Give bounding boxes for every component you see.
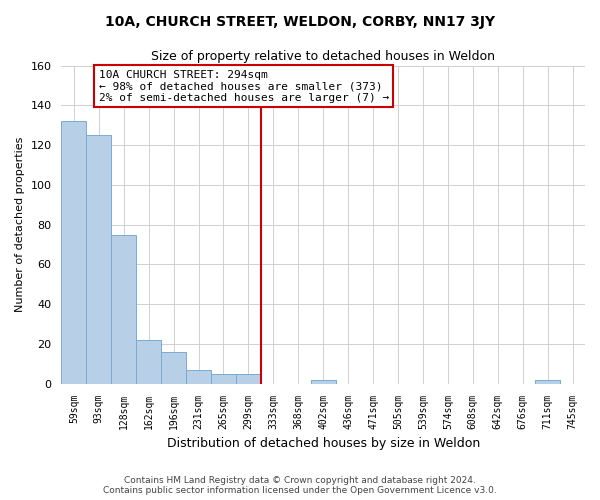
Bar xyxy=(61,121,86,384)
Bar xyxy=(211,374,236,384)
Title: Size of property relative to detached houses in Weldon: Size of property relative to detached ho… xyxy=(151,50,495,63)
Bar xyxy=(136,340,161,384)
Bar xyxy=(311,380,335,384)
Bar xyxy=(111,234,136,384)
Bar xyxy=(186,370,211,384)
Y-axis label: Number of detached properties: Number of detached properties xyxy=(15,137,25,312)
Bar xyxy=(161,352,186,384)
Text: Contains HM Land Registry data © Crown copyright and database right 2024.
Contai: Contains HM Land Registry data © Crown c… xyxy=(103,476,497,495)
X-axis label: Distribution of detached houses by size in Weldon: Distribution of detached houses by size … xyxy=(167,437,480,450)
Bar xyxy=(236,374,261,384)
Text: 10A CHURCH STREET: 294sqm
← 98% of detached houses are smaller (373)
2% of semi-: 10A CHURCH STREET: 294sqm ← 98% of detac… xyxy=(99,70,389,102)
Bar xyxy=(86,135,111,384)
Bar xyxy=(535,380,560,384)
Text: 10A, CHURCH STREET, WELDON, CORBY, NN17 3JY: 10A, CHURCH STREET, WELDON, CORBY, NN17 … xyxy=(105,15,495,29)
